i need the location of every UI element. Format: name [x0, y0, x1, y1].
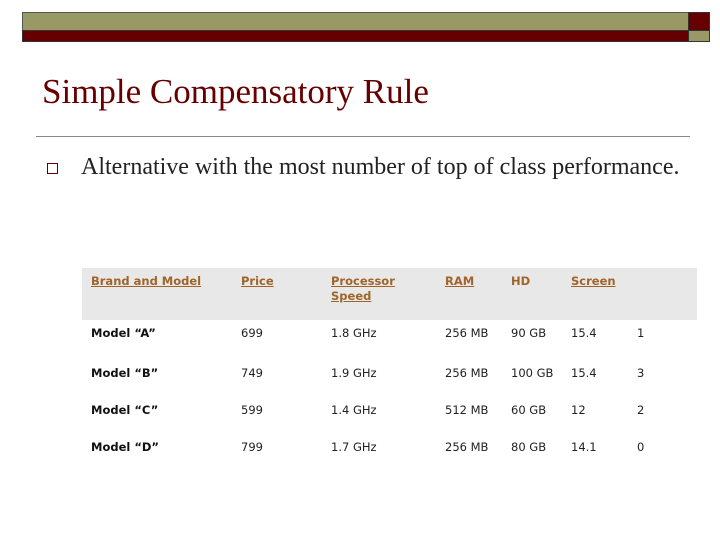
table-cell: 1.4 GHz	[331, 403, 377, 417]
table-header: Brand and Model Price Processor Speed RAM HD…	[82, 268, 697, 320]
table-cell: Model “A”	[91, 326, 156, 340]
table-cell: 15.4	[571, 326, 597, 340]
header-band-olive	[22, 12, 690, 32]
table-cell: 0	[637, 440, 645, 454]
table-row: Model “A” 699 1.8 GHz 256 MB 90 GB 15.4 1	[82, 320, 697, 362]
corner-square-olive	[688, 30, 710, 42]
column-header[interactable]: RAM	[445, 274, 475, 288]
table-row: Model “D” 799 1.7 GHz 256 MB 80 GB 14.1 0	[82, 436, 697, 473]
bullet-text: Alternative with the most number of top …	[81, 154, 680, 180]
table-cell: 80 GB	[511, 440, 547, 454]
title-divider	[36, 136, 690, 137]
corner-square-maroon	[688, 12, 710, 32]
table-cell: 3	[637, 366, 645, 380]
square-bullet-icon	[47, 163, 58, 174]
table-cell: 14.1	[571, 440, 597, 454]
table-cell: 90 GB	[511, 326, 547, 340]
column-header: HD	[511, 274, 531, 288]
table-cell: 256 MB	[445, 326, 489, 340]
column-header[interactable]: Price	[241, 274, 274, 288]
table-cell: 512 MB	[445, 403, 489, 417]
table-cell: 799	[241, 440, 263, 454]
table-cell: 1.8 GHz	[331, 326, 377, 340]
table-cell: 699	[241, 326, 263, 340]
table-cell: 256 MB	[445, 440, 489, 454]
table-cell: Model “C”	[91, 403, 159, 417]
table-cell: 1.7 GHz	[331, 440, 377, 454]
table-cell: 599	[241, 403, 263, 417]
table-cell: Model “D”	[91, 440, 159, 454]
table-row: Model “C” 599 1.4 GHz 512 MB 60 GB 12 2	[82, 399, 697, 436]
table-cell: 12	[571, 403, 586, 417]
table-cell: Model “B”	[91, 366, 159, 380]
table-cell: 15.4	[571, 366, 597, 380]
column-header[interactable]: Screen	[571, 274, 616, 288]
table-cell: 1	[637, 326, 645, 340]
column-header[interactable]: Brand and Model	[91, 274, 202, 288]
comparison-table: Brand and Model Price Processor Speed RAM HD…	[82, 268, 697, 473]
table-cell: 2	[637, 403, 645, 417]
table-cell: 1.9 GHz	[331, 366, 377, 380]
table-cell: 749	[241, 366, 263, 380]
table-cell: 100 GB	[511, 366, 554, 380]
slide-title: Simple Compensatory Rule	[42, 72, 429, 111]
column-header[interactable]: Processor Speed	[331, 274, 395, 303]
table-cell: 60 GB	[511, 403, 547, 417]
table-row: Model “B” 749 1.9 GHz 256 MB 100 GB 15.4 3	[82, 362, 697, 399]
table-cell: 256 MB	[445, 366, 489, 380]
header-band-maroon	[22, 30, 690, 42]
